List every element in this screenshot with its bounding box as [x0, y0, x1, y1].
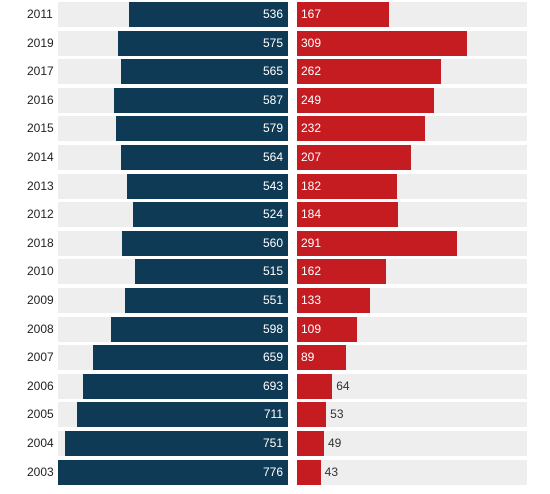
bar-right-value-label: 291: [301, 235, 322, 250]
bar-right-value-label: 182: [301, 178, 322, 193]
bar-right: [297, 30, 467, 56]
bar-left-value-label: 751: [262, 436, 283, 450]
year-tick-label: 2015: [27, 121, 54, 136]
bar-right: [297, 345, 346, 371]
bar-left-value-label: 524: [262, 207, 283, 222]
bar-left-value-label: 565: [262, 64, 283, 79]
bar-right-value-label: 89: [301, 350, 315, 365]
year-tick-label: 2005: [27, 407, 54, 422]
year-tick-label: 2007: [27, 350, 54, 365]
year-tick-label: 2010: [27, 264, 54, 279]
bar-left-value-label: 711: [263, 407, 283, 422]
bar-right: [297, 288, 371, 313]
bar-left-value-label: 659: [262, 350, 283, 365]
bar-right-value-label: 249: [301, 92, 322, 107]
bar-left-value-label: 564: [262, 150, 283, 164]
bar-right-value-label: 167: [301, 7, 322, 21]
bar-right-value-label: 49: [327, 436, 342, 450]
bar-right: [297, 316, 357, 342]
bar-left-value-label: 536: [262, 7, 283, 21]
bar-left: [110, 316, 288, 342]
bar-left-value-label: 515: [262, 264, 283, 279]
bar-left: [82, 373, 288, 399]
bar-left: [127, 173, 288, 199]
bar-left: [122, 230, 288, 256]
bar-right: [297, 402, 327, 428]
bar-right: [297, 173, 398, 199]
bar-right-value-label: 133: [301, 293, 322, 307]
bar-left: [92, 345, 288, 371]
bar-right: [297, 116, 425, 142]
year-tick-label: 2009: [27, 293, 54, 307]
bar-right: [297, 145, 411, 170]
bar-left: [129, 2, 288, 27]
bar-right-value-label: 162: [301, 264, 322, 279]
bar-right-value-label: 184: [301, 207, 322, 222]
bar-left-value-label: 693: [262, 378, 283, 393]
year-tick-label: 2004: [27, 436, 54, 450]
year-tick-label: 2006: [27, 378, 54, 393]
bar-right: [297, 87, 434, 113]
bar-right-value-label: 309: [301, 35, 322, 50]
bar-left: [65, 431, 288, 456]
bar-right-value-label: 43: [324, 464, 338, 479]
bar-right: [297, 202, 399, 228]
year-tick-label: 2019: [27, 35, 54, 50]
bar-right: [297, 230, 458, 256]
year-tick-label: 2017: [27, 64, 54, 79]
bar-right-value-label: 109: [301, 321, 322, 336]
row-background-right: [297, 459, 527, 485]
bar-left: [77, 402, 288, 428]
year-tick-label: 2013: [27, 178, 54, 193]
year-tick-label: 2011: [27, 7, 53, 21]
bar-left: [132, 202, 288, 228]
row-background-right: [297, 431, 527, 456]
bar-left: [120, 59, 288, 85]
bar-left: [124, 288, 288, 313]
bar-right: [297, 2, 389, 27]
bar-left-value-label: 543: [262, 178, 283, 193]
bar-right-value-label: 232: [301, 121, 322, 136]
year-tick-label: 2008: [27, 321, 54, 336]
row-background-right: [297, 373, 527, 399]
bar-left: [135, 259, 288, 285]
bar-right-value-label: 262: [301, 64, 322, 79]
bar-right-value-label: 64: [336, 378, 350, 393]
year-tick-label: 2016: [27, 92, 54, 107]
bar-left-value-label: 551: [262, 293, 283, 307]
row-background-right: [297, 402, 527, 428]
bar-left-value-label: 598: [262, 321, 283, 336]
bar-left-value-label: 587: [262, 92, 283, 107]
bar-left: [58, 459, 288, 485]
bar-left: [116, 116, 288, 142]
bar-left: [117, 30, 288, 56]
bar-right: [297, 259, 387, 285]
bar-right: [297, 431, 324, 456]
bar-left: [120, 145, 288, 170]
bar-left-value-label: 560: [262, 235, 283, 250]
bar-right: [297, 59, 442, 85]
bar-right-value-label: 207: [301, 150, 322, 164]
bar-right: [297, 373, 333, 399]
year-tick-label: 2018: [27, 235, 54, 250]
bar-right-value-label: 53: [330, 407, 344, 422]
bar-left-value-label: 776: [262, 464, 283, 479]
bar-left-value-label: 575: [262, 35, 283, 50]
year-tick-label: 2003: [27, 464, 54, 479]
year-tick-label: 2012: [27, 207, 54, 222]
bar-left: [114, 87, 288, 113]
year-tick-label: 2014: [27, 150, 54, 164]
bar-right: [297, 459, 321, 485]
bar-left-value-label: 579: [262, 121, 283, 136]
